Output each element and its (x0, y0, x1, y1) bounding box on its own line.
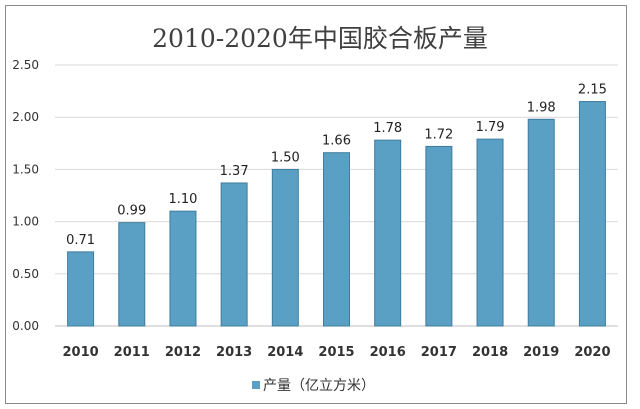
bar (67, 251, 95, 327)
bar (169, 210, 197, 327)
y-tick-label: 1.50 (12, 162, 39, 176)
bar (425, 145, 453, 327)
y-tick-label: 1.00 (12, 215, 39, 229)
x-tick-label: 2012 (165, 345, 201, 360)
data-label: 0.71 (66, 233, 95, 248)
data-label: 1.37 (220, 164, 249, 179)
x-tick-label: 2011 (114, 345, 150, 360)
legend-label: 产量（亿立方米） (263, 378, 375, 394)
data-label: 1.78 (373, 121, 402, 136)
bar (527, 118, 555, 327)
x-tick-label: 2016 (370, 345, 406, 360)
bar (118, 222, 146, 327)
data-label: 2.15 (578, 83, 607, 98)
x-tick-label: 2020 (574, 345, 610, 360)
data-label: 1.10 (168, 192, 197, 207)
x-tick-label: 2015 (318, 345, 354, 360)
y-tick-label: 0.00 (12, 319, 39, 333)
bar (220, 182, 248, 327)
chart-frame (5, 5, 627, 404)
data-label: 1.50 (271, 150, 300, 165)
x-tick-label: 2014 (267, 345, 303, 360)
y-tick-label: 0.50 (12, 267, 39, 281)
bar (323, 152, 350, 327)
bar (374, 139, 402, 327)
y-tick-label: 2.50 (12, 58, 39, 72)
data-label: 0.99 (117, 204, 146, 219)
y-tick-label: 2.00 (12, 110, 39, 124)
bar (271, 168, 299, 327)
data-label: 1.98 (527, 100, 556, 115)
chart-title: 2010-2020年中国胶合板产量 (152, 24, 488, 53)
legend: 产量（亿立方米） (252, 378, 375, 394)
x-tick-label: 2017 (421, 345, 457, 360)
x-tick-label: 2013 (216, 345, 252, 360)
bar (578, 101, 606, 327)
x-tick-label: 2018 (472, 345, 508, 360)
x-tick-label: 2010 (62, 345, 98, 360)
legend-swatch (252, 381, 260, 389)
data-label: 1.72 (424, 127, 453, 142)
bar (476, 138, 504, 327)
x-tick-label: 2019 (523, 345, 559, 360)
data-label: 1.66 (322, 134, 351, 149)
data-label: 1.79 (476, 120, 505, 135)
